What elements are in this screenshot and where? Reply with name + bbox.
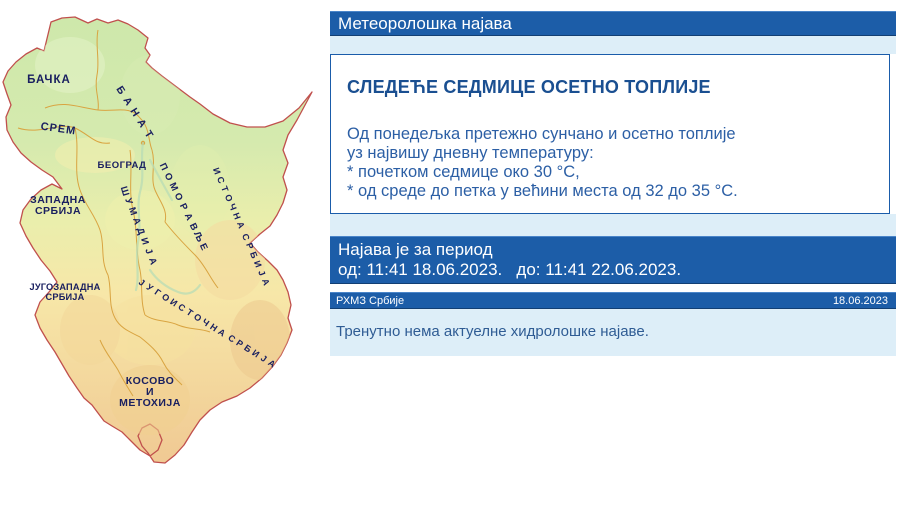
svg-text:БАЧКА: БАЧКА [27,74,71,86]
svg-text:ЈУГОЗАПАДНА: ЈУГОЗАПАДНА [30,282,101,292]
svg-text:МЕТОХИЈА: МЕТОХИЈА [119,397,181,409]
svg-text:БЕОГРАД: БЕОГРАД [98,160,147,171]
svg-text:СРБИЈА: СРБИЈА [46,292,85,302]
svg-text:СРБИЈА: СРБИЈА [35,205,81,217]
